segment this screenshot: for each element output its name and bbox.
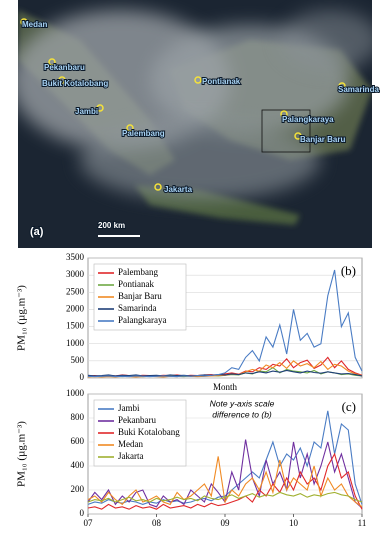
city-label: Samarinda	[338, 85, 379, 94]
x-tick-label: 08	[152, 518, 162, 528]
legend-label: Palembang	[118, 267, 158, 277]
satellite-image	[18, 0, 372, 248]
y-tick-label: 1000	[66, 388, 85, 398]
y-tick-label: 800	[71, 412, 85, 422]
city-marker	[194, 76, 202, 84]
legend-label: Pekanbaru	[118, 415, 156, 425]
y-tick-label: 500	[71, 355, 85, 365]
x-tick-label: 07	[84, 518, 94, 528]
panel-label: (a)	[30, 226, 44, 238]
city-label: Pontianak	[202, 77, 241, 86]
city-label: Pekanbaru	[44, 63, 85, 72]
city-label: Palangkaraya	[282, 115, 334, 124]
series-line	[87, 369, 363, 377]
city-marker	[48, 58, 56, 66]
legend-label: Jakarta	[118, 451, 143, 461]
x-axis-label: Month	[213, 382, 238, 392]
series-line	[87, 410, 363, 505]
x-tick-label: 11	[358, 518, 367, 528]
city-marker	[126, 124, 134, 132]
city-marker	[338, 82, 346, 90]
y-axis-label: PM₁₀ (µg.m⁻³)	[16, 421, 28, 487]
city-label: Medan	[22, 20, 47, 29]
city-label: Palembang	[122, 129, 165, 138]
legend-label: Pontianak	[118, 279, 154, 289]
city-labels: Medan Pekanbaru Bukit Kotalobang Jambi Palem…	[20, 18, 380, 195]
city-marker	[20, 18, 28, 26]
legend-label: Buki Kotalobang	[118, 427, 180, 437]
city-marker	[96, 104, 104, 112]
city-label: Jakarta	[164, 185, 193, 194]
legend-label: Samarinda	[118, 303, 157, 313]
legend-label: Banjar Baru	[118, 291, 162, 301]
y-tick-label: 1000	[66, 338, 85, 348]
y-tick-label: 3000	[66, 269, 85, 279]
city-marker	[280, 110, 288, 118]
city-label: Banjar Baru	[300, 135, 345, 144]
panel-label: (c)	[342, 399, 356, 414]
city-label: Bukit Kotalobang	[42, 79, 108, 88]
city-label: Jambi	[75, 107, 98, 116]
city-marker	[58, 76, 66, 84]
series-line	[87, 452, 363, 510]
legend-label: Medan	[118, 439, 143, 449]
series-line	[87, 456, 363, 508]
series-line	[87, 491, 363, 503]
panel-label: (b)	[341, 263, 356, 278]
scale-label: 200 km	[98, 221, 125, 230]
y-tick-label: 3500	[66, 252, 85, 262]
city-marker	[154, 183, 162, 191]
y-tick-label: 1500	[66, 321, 85, 331]
y-tick-label: 600	[71, 436, 85, 446]
series-line	[87, 269, 363, 378]
y-tick-label: 200	[71, 484, 85, 494]
y-axis-label: PM₁₀ (µg.m⁻³)	[16, 285, 28, 351]
x-tick-label: 10	[289, 518, 299, 528]
y-tick-label: 400	[71, 460, 85, 470]
y-tick-label: 2500	[66, 286, 85, 296]
legend-label: Jambi	[118, 403, 140, 413]
y-tick-label: 2000	[66, 303, 85, 313]
annotation: difference to (b)	[212, 409, 272, 419]
x-tick-label: 09	[221, 518, 231, 528]
annotation: Note y-axis scale	[210, 398, 275, 408]
y-tick-label: 0	[80, 372, 85, 382]
y-tick-label: 0	[80, 508, 85, 518]
city-marker	[294, 132, 302, 140]
legend-label: Palangkaraya	[118, 315, 166, 325]
